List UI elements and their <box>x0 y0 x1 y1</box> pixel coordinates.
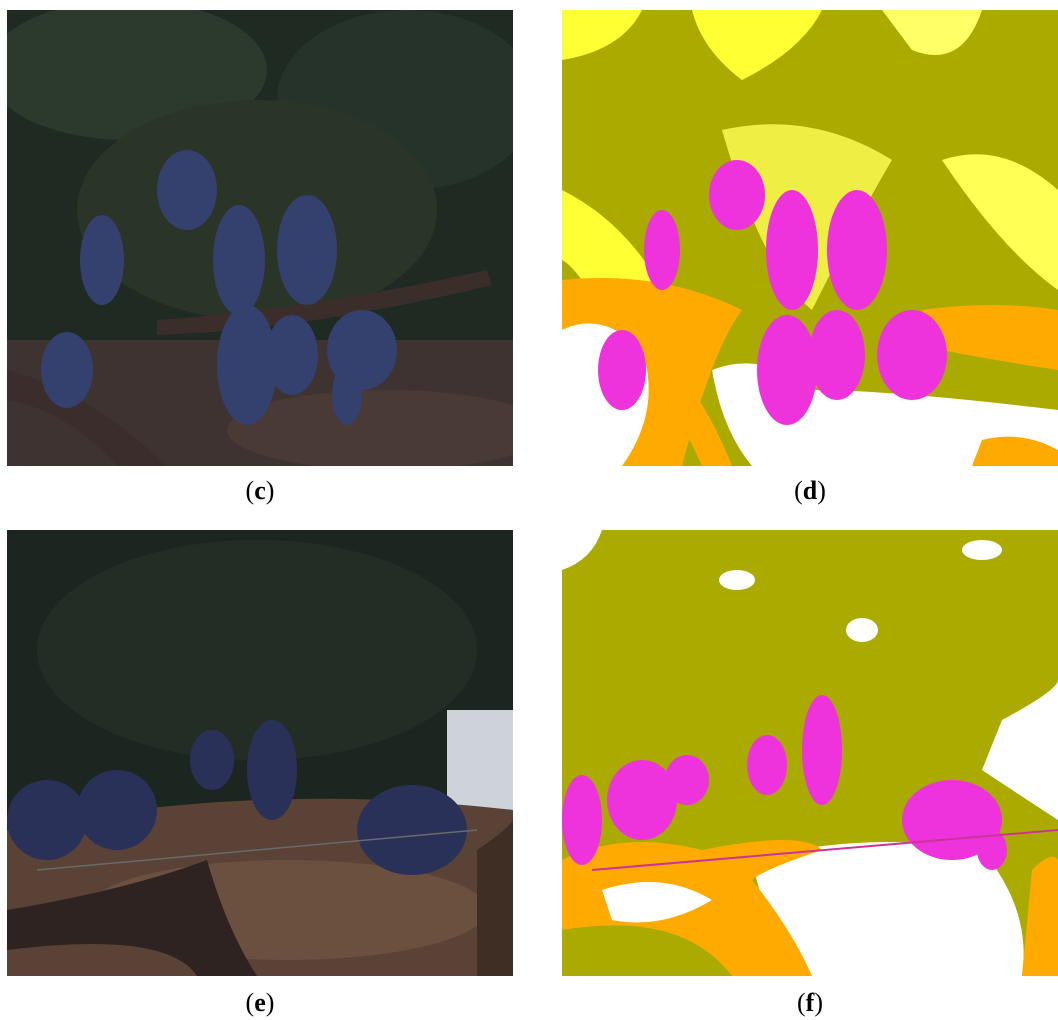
segmentation-f <box>562 530 1058 976</box>
panel-label: (c) <box>160 476 360 506</box>
panel-label: (e) <box>160 988 360 1018</box>
panel-label: (f) <box>710 988 910 1018</box>
figure: (c) (d) (e) (f) <box>0 0 1058 1020</box>
panel-label: (d) <box>710 476 910 506</box>
segmentation-d <box>562 10 1058 466</box>
photo-c <box>7 10 513 466</box>
photo-e <box>7 530 513 976</box>
